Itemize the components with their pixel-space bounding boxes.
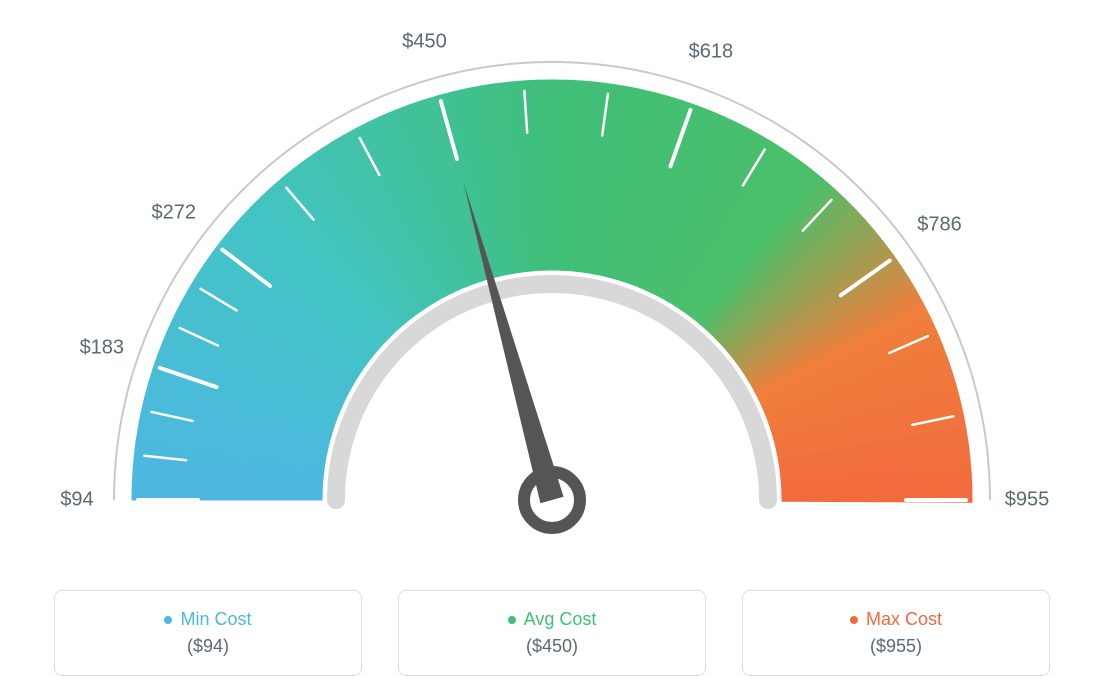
gauge-tick-label: $183: [80, 337, 125, 360]
legend-card-min: Min Cost ($94): [54, 590, 362, 676]
legend-card-max: Max Cost ($955): [742, 590, 1050, 676]
legend-value-max: ($955): [870, 636, 922, 657]
gauge-tick-label: $786: [917, 214, 962, 237]
gauge-container: $94 $183 $272 $450 $618 $786 $955: [0, 0, 1104, 560]
gauge-tick-label: $955: [1005, 489, 1050, 512]
gauge-tick-label: $450: [402, 31, 447, 54]
legend-title-max: Max Cost: [850, 609, 942, 630]
legend-row: Min Cost ($94) Avg Cost ($450) Max Cost …: [0, 590, 1104, 676]
gauge-tick-label: $618: [689, 41, 734, 64]
legend-label-min: Min Cost: [180, 609, 251, 630]
gauge-svg: [0, 0, 1104, 560]
gauge-tick-label: $94: [60, 489, 93, 512]
legend-value-avg: ($450): [526, 636, 578, 657]
legend-title-min: Min Cost: [164, 609, 251, 630]
legend-dot-max: [850, 616, 858, 624]
legend-label-avg: Avg Cost: [524, 609, 597, 630]
legend-dot-avg: [508, 616, 516, 624]
legend-card-avg: Avg Cost ($450): [398, 590, 706, 676]
legend-title-avg: Avg Cost: [508, 609, 597, 630]
legend-dot-min: [164, 616, 172, 624]
legend-value-min: ($94): [187, 636, 229, 657]
legend-label-max: Max Cost: [866, 609, 942, 630]
gauge-tick-label: $272: [151, 201, 196, 224]
